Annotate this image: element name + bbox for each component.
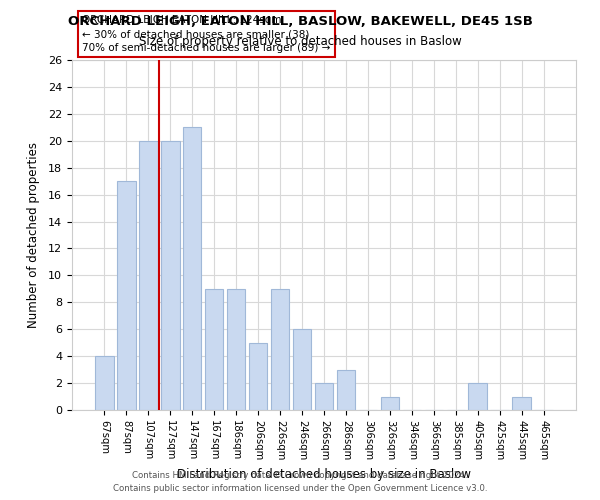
Bar bbox=[139, 141, 158, 410]
Bar bbox=[95, 356, 113, 410]
Y-axis label: Number of detached properties: Number of detached properties bbox=[26, 142, 40, 328]
Bar bbox=[293, 329, 311, 410]
Bar bbox=[117, 181, 136, 410]
Bar bbox=[161, 141, 179, 410]
Bar bbox=[314, 383, 334, 410]
Bar bbox=[380, 396, 399, 410]
Bar bbox=[512, 396, 531, 410]
Bar bbox=[249, 342, 268, 410]
Bar bbox=[183, 128, 202, 410]
Text: ORCHARD LEIGH EATON HILL: 124sqm
← 30% of detached houses are smaller (38)
70% o: ORCHARD LEIGH EATON HILL: 124sqm ← 30% o… bbox=[82, 15, 331, 53]
Text: Contains HM Land Registry data © Crown copyright and database right 2024.: Contains HM Land Registry data © Crown c… bbox=[132, 470, 468, 480]
Bar bbox=[469, 383, 487, 410]
Bar bbox=[227, 289, 245, 410]
Bar bbox=[337, 370, 355, 410]
X-axis label: Distribution of detached houses by size in Baslow: Distribution of detached houses by size … bbox=[177, 468, 471, 481]
Bar bbox=[271, 289, 289, 410]
Bar bbox=[205, 289, 223, 410]
Text: Contains public sector information licensed under the Open Government Licence v3: Contains public sector information licen… bbox=[113, 484, 487, 493]
Text: Size of property relative to detached houses in Baslow: Size of property relative to detached ho… bbox=[139, 35, 461, 48]
Text: ORCHARD LEIGH, EATON HILL, BASLOW, BAKEWELL, DE45 1SB: ORCHARD LEIGH, EATON HILL, BASLOW, BAKEW… bbox=[68, 15, 532, 28]
